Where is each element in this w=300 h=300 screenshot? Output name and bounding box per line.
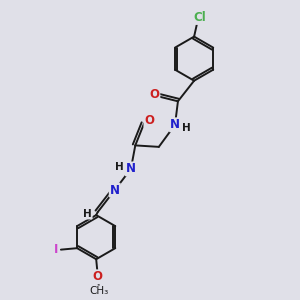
Text: O: O [93,270,103,283]
Text: H: H [115,163,124,172]
Text: CH₃: CH₃ [89,286,109,296]
Text: O: O [149,88,159,101]
Text: O: O [144,114,154,127]
Text: N: N [110,184,120,196]
Text: H: H [182,123,190,133]
Text: I: I [54,243,59,256]
Text: N: N [126,162,136,176]
Text: N: N [170,118,180,131]
Text: Cl: Cl [193,11,206,24]
Text: H: H [83,208,92,219]
